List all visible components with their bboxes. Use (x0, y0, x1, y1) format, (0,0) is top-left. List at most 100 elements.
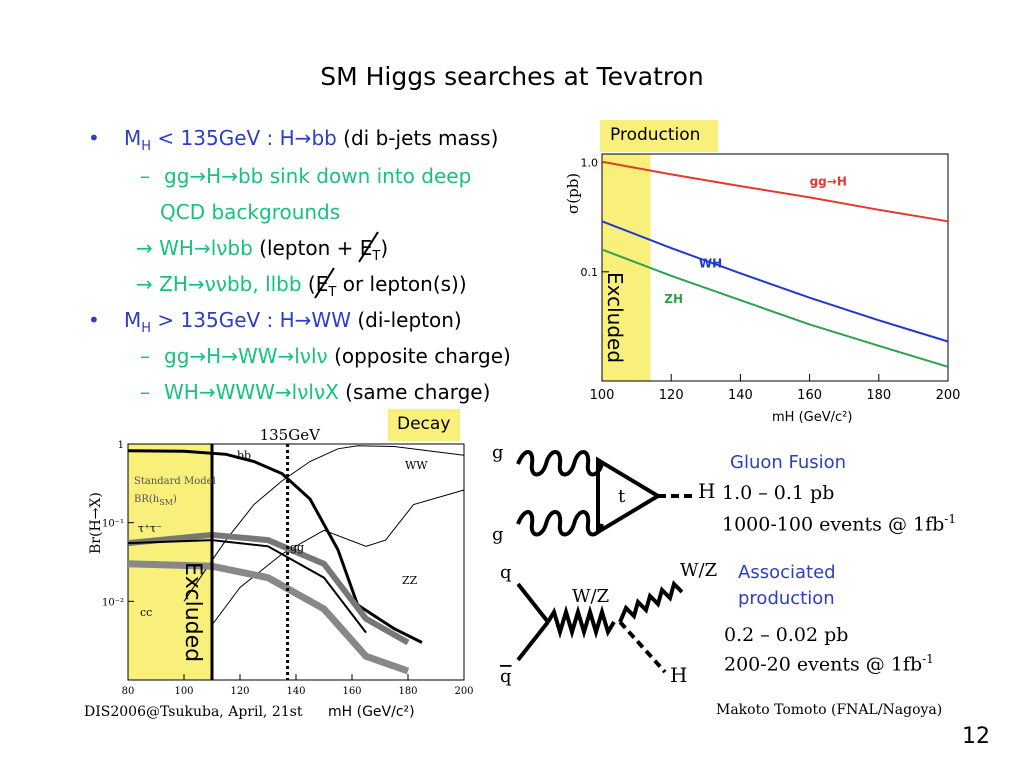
associated-events: 200-20 events @ 1fb-1 (724, 652, 934, 676)
sub-bullet-gg-ww: gg→H→WW→lνlν (opposite charge) (164, 344, 511, 368)
sub-bullet-wh: → WH→lνbb (lepton + ET) (136, 231, 388, 264)
production-label: Production (610, 125, 701, 145)
legend-line-2: BR(hSM) (134, 494, 177, 507)
gluon-fusion-events: 1000-100 events @ 1fb-1 (722, 512, 956, 536)
top-loop (596, 456, 662, 536)
associated-xsec: 0.2 – 0.02 pb (724, 624, 849, 646)
y-tick-label: 10⁻² (102, 597, 124, 608)
x-tick-label: 100 (590, 388, 615, 403)
feynman-diagrams: g g t H q q W/Z W/Z H (492, 442, 717, 687)
bullet-dot-1: • (88, 126, 100, 150)
gluon-fusion-diagram: g g t H (492, 442, 715, 545)
y-tick-label: 1 (118, 440, 124, 451)
bullet-mh-high: MH > 135GeV : H→WW (di-lepton) (124, 308, 462, 336)
antiquark-label: q (500, 666, 512, 687)
higgs-label-2: H (670, 663, 687, 687)
gluon-2-line (516, 510, 604, 537)
plot-frame (601, 153, 949, 382)
quark-line-2 (516, 620, 550, 662)
x-tick-label: 120 (230, 686, 249, 697)
sub-bullet-qcd: QCD backgrounds (160, 200, 341, 224)
footer-right: Makoto Tomoto (FNAL/Nagoya) (716, 702, 943, 718)
quark-label: q (500, 562, 512, 583)
decay-chart: 80 100 120 140 160 180 200 1 10⁻¹ 10⁻² 135GeV bb WW g… (88, 426, 474, 720)
w-propagator (546, 605, 616, 639)
w-outgoing (618, 580, 684, 623)
cc-band (127, 560, 410, 675)
bullet-mh-low: MH < 135GeV : H→bb (di b-jets mass) (124, 126, 499, 154)
gg-band (127, 531, 410, 646)
excluded-label: Excluded (603, 272, 627, 363)
x-tick-label: 180 (866, 388, 891, 403)
series-label: WW (405, 459, 428, 472)
x-tick-label: 180 (398, 686, 417, 697)
higgs-line-2 (618, 620, 667, 674)
x-axis-label: mH (GeV/c²) (772, 410, 852, 425)
x-tick-label: 200 (936, 388, 961, 403)
excluded-band (602, 154, 651, 381)
x-tick-label: 80 (122, 686, 135, 697)
y-tick-label: 10⁻¹ (102, 519, 124, 530)
slash-icon (313, 267, 335, 299)
series-label: ZZ (402, 574, 418, 587)
x-tick-label: 200 (454, 686, 473, 697)
series-label: bb (237, 449, 251, 462)
bb-curve (127, 449, 423, 644)
missing-et: ET (357, 231, 380, 264)
decay-label-box (388, 409, 460, 441)
x-tick-label: 140 (728, 388, 753, 403)
top-quark-label: t (618, 486, 626, 507)
page-number: 12 (962, 724, 990, 749)
wz-out-label: W/Z (680, 560, 717, 581)
series-label: gg→H (810, 174, 847, 188)
gluon-2-label: g (492, 524, 504, 545)
quark-line-1 (516, 582, 550, 624)
x-tick-label: 120 (659, 388, 684, 403)
x-tick-label: 160 (797, 388, 822, 403)
production-chart: 100 120 140 160 180 200 1.0 0.1 gg→H WH ZH Excluded… (564, 153, 961, 425)
ww-curve (183, 445, 465, 602)
series-line (601, 248, 949, 368)
decay-label: Decay (397, 414, 451, 434)
series-label: ZH (664, 292, 683, 306)
sub-bullet-wh-www: WH→WWW→lνlνX (same charge) (164, 380, 491, 404)
production-label-box (600, 120, 718, 152)
higgs-label-1: H (698, 479, 715, 503)
associated-title: Associated production (738, 562, 836, 609)
x-tick-label: 160 (342, 686, 361, 697)
y-axis-label: Br(H→X) (88, 492, 104, 554)
x-tick-label: 140 (286, 686, 305, 697)
sub-bullet-dash-2: – (140, 344, 150, 368)
y-axis-label: σ(pb) (564, 173, 582, 214)
sub-bullet-zh: → ZH→ννbb, llbb (ET or lepton(s)) (136, 267, 467, 300)
gluon-1-label: g (492, 442, 504, 463)
tau-curve (127, 539, 367, 634)
gluon-fusion-title: Gluon Fusion (730, 452, 847, 473)
wz-mid-label: W/Z (572, 586, 609, 607)
sub-bullet-dash-3: – (140, 380, 150, 404)
legend-line-1: Standard Model (134, 476, 216, 487)
slash-icon (357, 231, 379, 263)
sub-bullet-dash-1: – (140, 164, 150, 188)
excluded-label: Excluded (180, 562, 205, 662)
y-tick-label: 0.1 (581, 266, 599, 279)
series-label: gg (290, 541, 304, 554)
x-axis-label: mH (GeV/c²) (328, 704, 415, 720)
footer-left: DIS2006@Tsukuba, April, 21st (84, 704, 303, 720)
bullet-dot-2: • (88, 308, 100, 332)
series-label: WH (699, 256, 722, 270)
slide-title: SM Higgs searches at Tevatron (320, 62, 704, 91)
gluon-fusion-xsec: 1.0 – 0.1 pb (722, 482, 835, 504)
series-label: cc (140, 606, 152, 619)
y-tick-label: 1.0 (581, 157, 599, 170)
associated-diagram: q q W/Z W/Z H (500, 560, 717, 687)
series-line (601, 160, 949, 223)
missing-et-2: ET (313, 267, 336, 300)
series-label: τ⁺τ⁻ (138, 522, 162, 535)
sub-bullet-gg-bb: gg→H→bb sink down into deep (164, 164, 472, 188)
series-line (601, 220, 949, 343)
zz-curve (211, 489, 465, 626)
mass-line-label: 135GeV (260, 426, 321, 444)
x-tick-label: 100 (174, 686, 193, 697)
